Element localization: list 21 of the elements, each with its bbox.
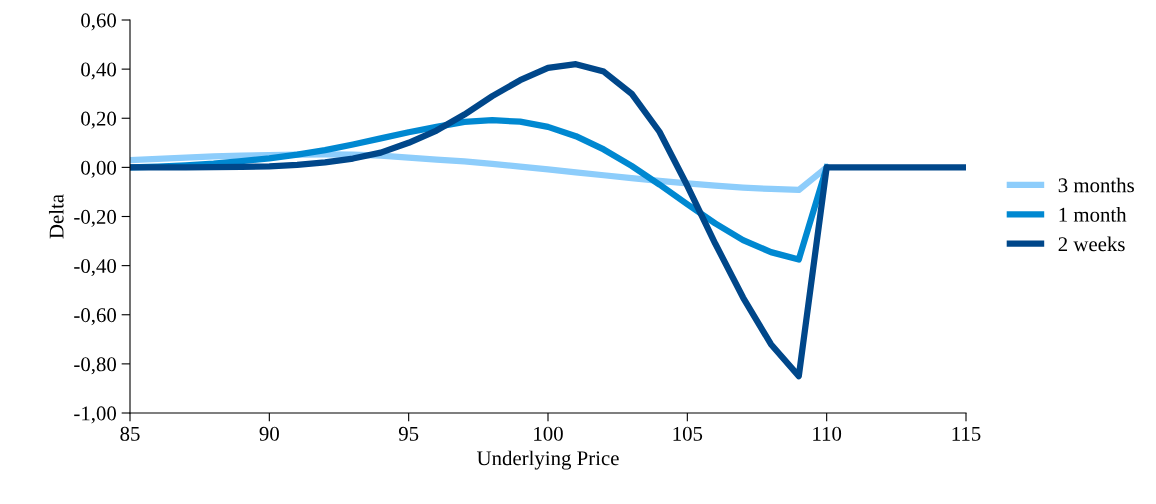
legend-label: 1 month: [1059, 207, 1127, 222]
legend-label: 3 months: [1058, 177, 1134, 193]
y-axis-title: Delta: [48, 194, 64, 239]
x-tick-label: 85: [120, 426, 140, 441]
legend-label: 2 weeks: [1058, 236, 1125, 252]
y-tick-label: -0,60: [74, 308, 117, 326]
y-tick-label: 0,60: [81, 13, 117, 31]
x-axis-title: Underlying Price: [476, 450, 619, 470]
y-tick-label: -0,20: [74, 209, 117, 227]
x-tick-label: 105: [673, 426, 703, 441]
y-tick-label: 0,40: [81, 62, 117, 80]
x-tick-label: 100: [534, 426, 563, 441]
x-tick-label: 110: [813, 426, 842, 441]
y-tick-label: -0,40: [74, 259, 117, 277]
y-tick-label: 0,00: [81, 160, 117, 178]
x-tick-label: 90: [259, 426, 279, 441]
y-tick-label: -1,00: [74, 406, 117, 424]
x-tick-label: 95: [398, 426, 419, 441]
y-tick-label: -0,80: [74, 357, 117, 375]
x-tick-label: 115: [952, 426, 981, 441]
y-tick-label: 0,20: [81, 111, 117, 129]
